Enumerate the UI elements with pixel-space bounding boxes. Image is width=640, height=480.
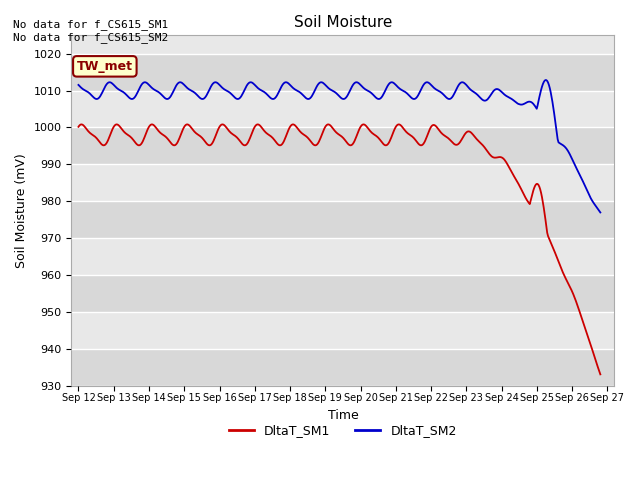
Bar [72, 54, 614, 91]
Legend: DltaT_SM1, DltaT_SM2: DltaT_SM1, DltaT_SM2 [224, 420, 462, 442]
Text: TW_met: TW_met [77, 60, 133, 73]
Text: No data for f_CS615_SM1
No data for f_CS615_SM2: No data for f_CS615_SM1 No data for f_CS… [13, 19, 168, 43]
Bar [72, 128, 614, 164]
Y-axis label: Soil Moisture (mV): Soil Moisture (mV) [15, 153, 28, 268]
X-axis label: Time: Time [328, 408, 358, 422]
Title: Soil Moisture: Soil Moisture [294, 15, 392, 30]
Bar [72, 201, 614, 238]
Bar [72, 348, 614, 385]
Bar [72, 275, 614, 312]
